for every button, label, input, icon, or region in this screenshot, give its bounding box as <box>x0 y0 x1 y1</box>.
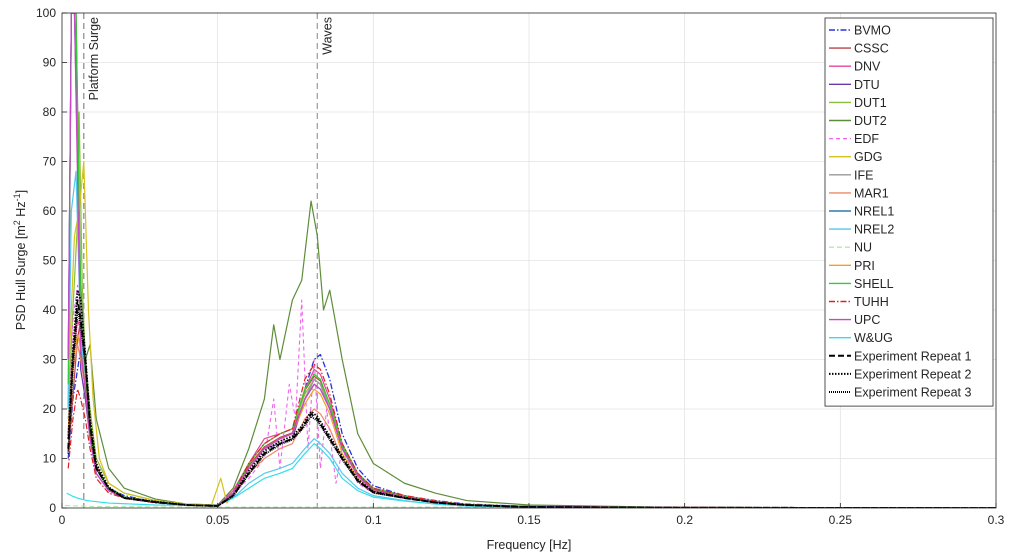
x-tick-label: 0.15 <box>517 513 541 527</box>
y-axis-label-end: ] <box>14 190 28 193</box>
legend-box <box>824 17 994 407</box>
y-tick-label: 30 <box>43 353 57 367</box>
x-tick-label: 0.3 <box>988 513 1005 527</box>
legend-label: EDF <box>854 132 879 146</box>
legend-label: SHELL <box>854 277 894 291</box>
y-axis-label-sup1: 2 <box>12 220 22 225</box>
legend-label: IFE <box>854 168 873 182</box>
y-tick-label: 20 <box>43 402 57 416</box>
annotation-label: Platform Surge <box>87 17 101 100</box>
y-axis-label-main: PSD Hull Surge [m <box>14 225 28 330</box>
legend-label: MAR1 <box>854 186 889 200</box>
legend-label: DNV <box>854 60 881 74</box>
legend-label: GDG <box>854 150 882 164</box>
x-tick-label: 0.05 <box>206 513 230 527</box>
axis-ticks: 0 0.05 0.1 0.15 0.2 0.25 0.3 0 10 20 30 40 50 60 70 80 9… <box>36 6 1005 527</box>
legend-label: UPC <box>854 313 880 327</box>
x-tick-label: 0.1 <box>365 513 382 527</box>
y-tick-label: 0 <box>49 501 56 515</box>
y-tick-label: 100 <box>36 6 56 20</box>
legend-label: Experiment Repeat 3 <box>854 386 971 400</box>
legend-label: CSSC <box>854 42 889 56</box>
y-axis-label-sup2: -1 <box>12 193 22 201</box>
x-tick-label: 0.25 <box>829 513 853 527</box>
y-tick-label: 90 <box>43 56 57 70</box>
series-line <box>67 299 996 508</box>
annotations <box>83 13 318 508</box>
legend-label: NU <box>854 241 872 255</box>
legend-label: Experiment Repeat 2 <box>854 367 971 381</box>
y-tick-label: 40 <box>43 303 57 317</box>
legend-label: DTU <box>854 78 880 92</box>
y-tick-label: 60 <box>43 204 57 218</box>
legend-label: DUT1 <box>854 96 887 110</box>
y-tick-label: 10 <box>43 452 57 466</box>
legend-label: W&UG <box>854 331 893 345</box>
y-tick-label: 50 <box>43 254 57 268</box>
x-tick-label: 0 <box>59 513 66 527</box>
annotation-labels: Platform Surge Waves <box>87 17 335 100</box>
x-axis-label: Frequency [Hz] <box>487 538 572 552</box>
series-line <box>66 443 996 508</box>
legend-label: Experiment Repeat 1 <box>854 349 971 363</box>
x-tick-label: 0.2 <box>676 513 693 527</box>
y-tick-label: 80 <box>43 105 57 119</box>
legend-label: NREL1 <box>854 205 894 219</box>
y-axis-label-mid: Hz <box>14 201 28 220</box>
y-axis-label: PSD Hull Surge [m2 Hz-1] <box>12 190 28 330</box>
y-tick-label: 70 <box>43 155 57 169</box>
legend-label: PRI <box>854 259 875 273</box>
legend: BVMO CSSC DNV DTU DUT1 DUT2 EDF GDG IFE MAR1 NREL1… <box>824 17 994 407</box>
legend-label: BVMO <box>854 24 891 38</box>
legend-label: NREL2 <box>854 223 894 237</box>
legend-label: DUT2 <box>854 114 887 128</box>
series-line <box>67 363 996 508</box>
annotation-label: Waves <box>320 17 334 55</box>
legend-label: TUHH <box>854 295 889 309</box>
series-line <box>67 309 996 508</box>
series-lines <box>65 13 996 508</box>
